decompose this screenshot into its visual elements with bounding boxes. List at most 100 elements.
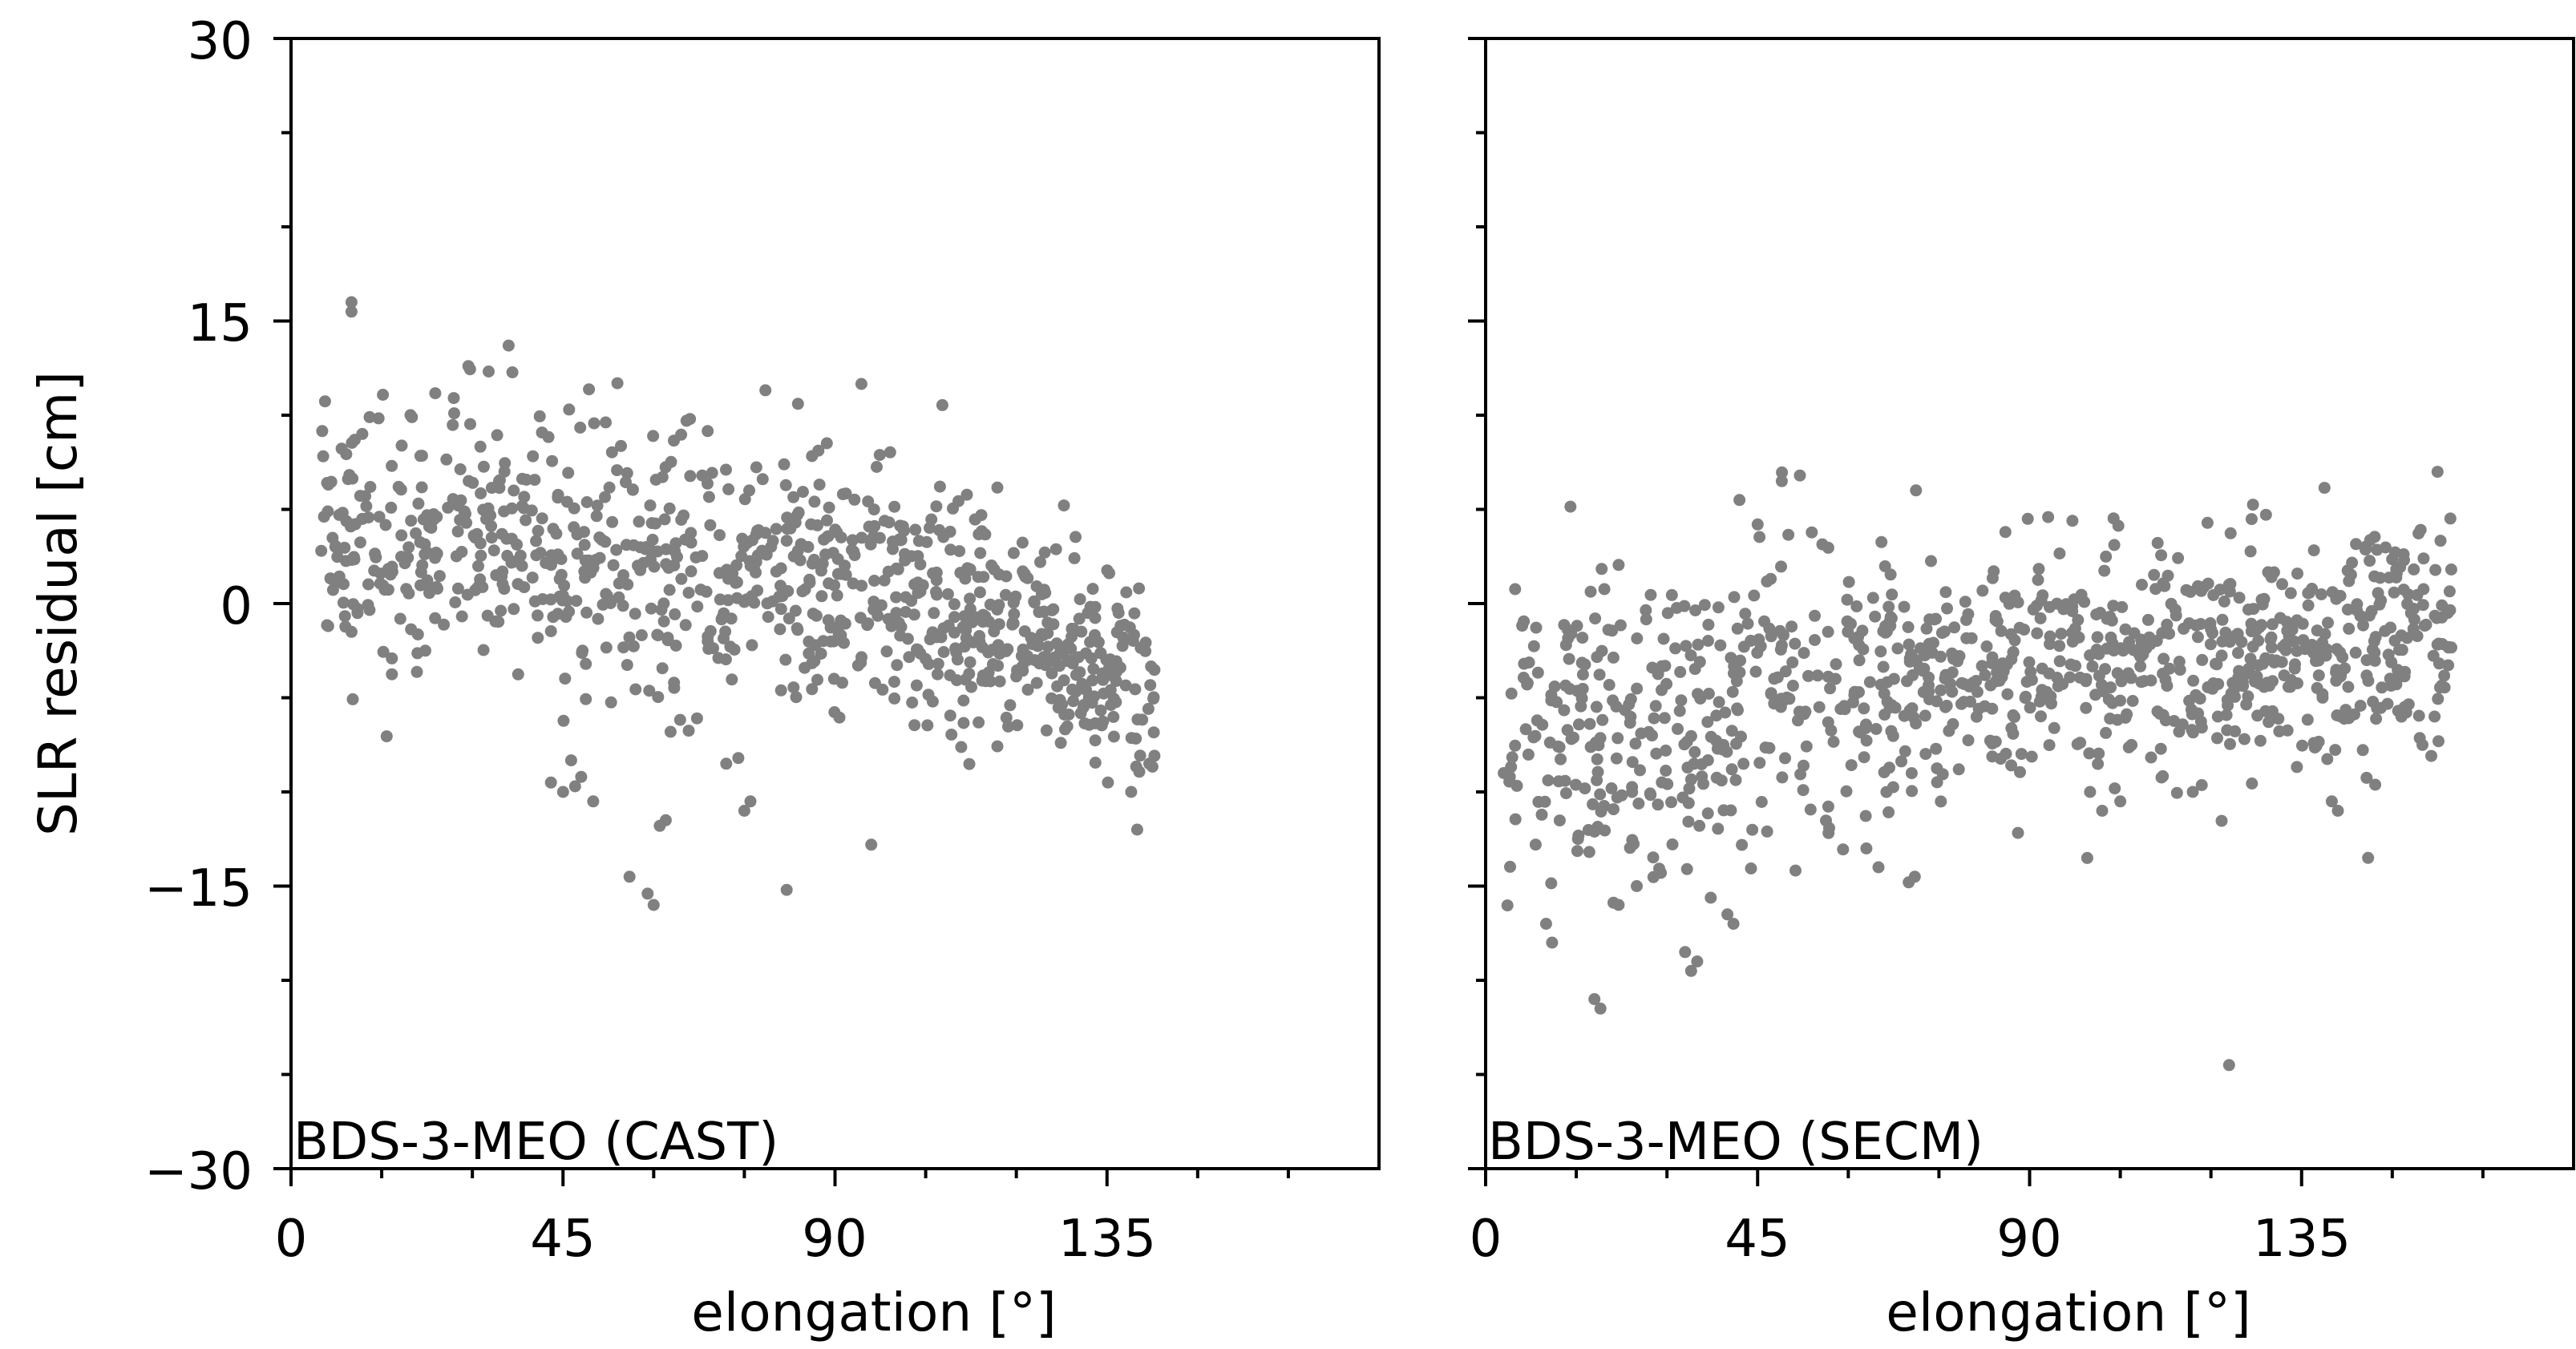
scatter-point <box>547 611 560 624</box>
scatter-point <box>2408 613 2420 626</box>
scatter-point <box>855 656 867 669</box>
y-axis-label: SLR residual [cm] <box>27 371 89 836</box>
scatter-point <box>1688 663 1701 676</box>
scatter-point <box>1068 551 1081 564</box>
scatter-point <box>1665 796 1677 809</box>
scatter-point <box>1558 704 1571 717</box>
scatter-point <box>765 540 778 553</box>
scatter-point <box>1009 590 1022 603</box>
scatter-point <box>867 530 880 543</box>
scatter-point <box>2111 667 2124 680</box>
scatter-point <box>2013 621 2026 634</box>
scatter-point <box>1034 555 1046 568</box>
scatter-point <box>905 595 918 608</box>
scatter-point <box>2207 589 2220 601</box>
scatter-point <box>508 603 520 616</box>
scatter-point <box>527 450 540 462</box>
scatter-point <box>799 661 811 674</box>
scatter-point <box>1678 600 1691 612</box>
scatter-point <box>2091 631 2104 644</box>
scatter-point <box>1660 744 1672 757</box>
scatter-point <box>1989 610 2002 622</box>
x-tick-label: 0 <box>1470 1210 1502 1269</box>
scatter-point <box>1952 763 1965 776</box>
scatter-point <box>1902 620 1915 633</box>
scatter-point <box>416 559 429 572</box>
scatter-point <box>891 659 904 672</box>
scatter-point <box>1647 851 1660 864</box>
scatter-point <box>485 519 498 532</box>
scatter-point <box>1923 613 1936 626</box>
y-tick-label: 30 <box>188 12 253 71</box>
scatter-point <box>1802 669 1814 682</box>
scatter-point <box>1098 687 1110 700</box>
scatter-point <box>803 635 815 648</box>
scatter-point <box>1734 654 1746 667</box>
scatter-point <box>532 609 544 622</box>
scatter-point <box>571 547 584 560</box>
scatter-point <box>415 450 428 462</box>
y-tick-label: −30 <box>144 1142 253 1202</box>
scatter-point-outlier <box>345 296 358 309</box>
scatter-point <box>920 652 932 665</box>
scatter-point-outlier <box>1143 757 1155 770</box>
scatter-point <box>673 713 686 726</box>
scatter-point <box>2012 826 2024 839</box>
scatter-point <box>601 589 613 602</box>
scatter-point <box>920 535 933 548</box>
scatter-point-outlier <box>1793 469 1806 482</box>
scatter-point <box>493 474 506 487</box>
scatter-point <box>868 575 880 587</box>
scatter-point <box>1903 652 1916 664</box>
scatter-point <box>1749 665 1762 678</box>
scatter-point <box>1975 660 1988 672</box>
scatter-point <box>2276 578 2288 591</box>
scatter-point <box>395 529 408 542</box>
scatter-point <box>485 531 498 544</box>
scatter-point <box>1623 698 1636 711</box>
scatter-point <box>823 501 835 514</box>
scatter-point <box>610 543 623 556</box>
scatter-point <box>963 757 976 770</box>
scatter-point <box>663 502 676 515</box>
scatter-point <box>2215 814 2228 827</box>
scatter-point <box>559 672 572 685</box>
scatter-point <box>1037 606 1050 618</box>
panel-cast: 30 15 0 −15 −30 0 45 90 135 elongation [… <box>27 12 1381 1343</box>
scatter-point <box>429 387 442 400</box>
scatter-point <box>2053 640 2066 652</box>
scatter-point <box>1527 731 1540 744</box>
scatter-point <box>615 439 627 452</box>
scatter-point <box>560 611 572 624</box>
scatter-point <box>2093 747 2105 760</box>
x-axis-label: elongation [°] <box>1886 1282 2250 1343</box>
scatter-point <box>774 562 787 575</box>
scatter-point <box>2281 624 2294 637</box>
scatter-point <box>2291 761 2303 773</box>
scatter-point <box>362 511 375 524</box>
scatter-point <box>518 581 531 594</box>
scatter-point-outlier <box>647 899 660 911</box>
scatter-point-outlier <box>563 403 576 416</box>
scatter-point <box>2170 786 2183 799</box>
scatter-point <box>2023 656 2036 668</box>
scatter-point <box>1582 824 1595 836</box>
scatter-point <box>778 458 791 471</box>
scatter-point <box>1920 622 1933 635</box>
scatter-point <box>410 527 423 539</box>
scatter-point <box>2218 595 2230 608</box>
scatter-point <box>451 582 464 595</box>
scatter-point <box>512 668 524 681</box>
scatter-point <box>2064 658 2077 671</box>
scatter-point <box>580 606 593 619</box>
scatter-point <box>1509 813 1522 826</box>
scatter-point <box>2434 535 2447 547</box>
scatter-point <box>2343 575 2356 588</box>
scatter-point <box>2134 660 2147 672</box>
scatter-point <box>2216 613 2229 626</box>
scatter-point <box>2354 609 2367 622</box>
scatter-point <box>1567 731 1579 744</box>
scatter-point <box>2373 598 2386 611</box>
scatter-point <box>1702 618 1715 631</box>
scatter-point <box>1672 722 1684 735</box>
